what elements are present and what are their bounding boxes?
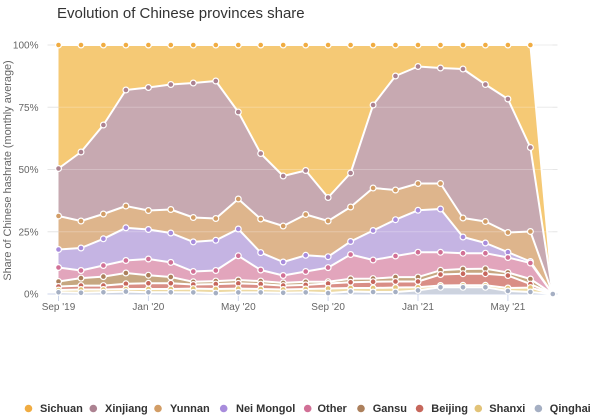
svg-text:Jan '20: Jan '20 [132,302,164,313]
svg-text:Sep '20: Sep '20 [311,302,345,313]
svg-text:Yunnan: Yunnan [170,403,210,415]
svg-text:Evolution of Chinese provinces: Evolution of Chinese provinces share [57,5,305,22]
svg-text:Shanxi: Shanxi [489,403,525,415]
svg-text:Sep '19: Sep '19 [42,302,76,313]
svg-text:Beijing: Beijing [431,403,468,415]
svg-text:0%: 0% [24,290,39,301]
svg-text:May '21: May '21 [491,302,526,313]
svg-text:Xinjiang: Xinjiang [105,403,148,415]
svg-text:Other: Other [318,403,348,415]
svg-text:Qinghai: Qinghai [550,403,591,415]
svg-text:50%: 50% [18,165,38,176]
svg-text:May '20: May '20 [221,302,256,313]
svg-text:Sichuan: Sichuan [40,403,83,415]
svg-text:Gansu: Gansu [373,403,407,415]
svg-text:25%: 25% [18,227,38,238]
svg-text:Share of Chinese hashrate (mon: Share of Chinese hashrate (monthly avera… [2,60,14,280]
svg-text:Jan '21: Jan '21 [402,302,434,313]
svg-text:100%: 100% [13,41,39,52]
svg-text:75%: 75% [18,103,38,114]
svg-text:Nei Mongol: Nei Mongol [236,403,295,415]
